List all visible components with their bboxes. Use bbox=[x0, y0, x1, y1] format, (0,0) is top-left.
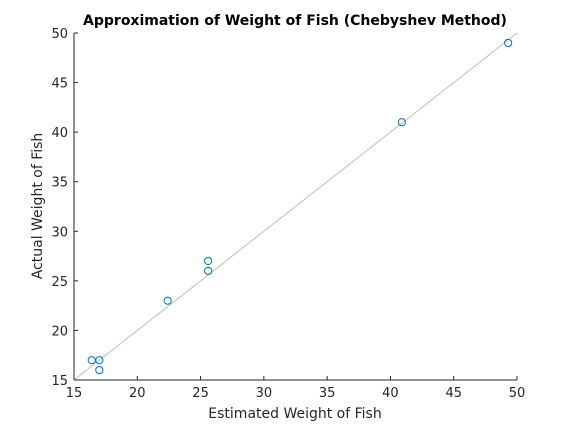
data-point-6 bbox=[397, 118, 406, 127]
y-tick-label-6: 45 bbox=[51, 77, 68, 92]
data-point-0 bbox=[87, 356, 96, 365]
data-point-1 bbox=[95, 356, 104, 365]
data-point-3 bbox=[163, 296, 172, 305]
x-tick-label-1: 20 bbox=[129, 386, 146, 401]
data-point-7 bbox=[504, 38, 513, 48]
y-axis-ticks: 15 20 25 30 35 40 45 50 bbox=[51, 27, 78, 389]
x-tick-label-4: 35 bbox=[319, 386, 336, 401]
y-tick-label-7: 50 bbox=[51, 27, 68, 42]
y-axis-label: Actual Weight of Fish bbox=[30, 133, 46, 280]
x-axis-label: Estimated Weight of Fish bbox=[208, 406, 381, 422]
x-tick-label-6: 45 bbox=[445, 386, 462, 401]
y-tick-label-5: 40 bbox=[51, 126, 68, 141]
y-tick-label-4: 35 bbox=[51, 176, 68, 191]
chart-title: Approximation of Weight of Fish (Chebysh… bbox=[83, 13, 507, 29]
data-point-2 bbox=[95, 365, 104, 375]
y-tick-label-2: 25 bbox=[51, 275, 68, 290]
x-tick-label-2: 25 bbox=[192, 386, 209, 401]
y-tick-label-1: 20 bbox=[51, 324, 68, 339]
reference-line bbox=[73, 32, 518, 381]
data-point-5 bbox=[204, 256, 213, 266]
x-tick-label-3: 30 bbox=[256, 386, 273, 401]
data-points-layer bbox=[87, 38, 513, 375]
x-tick-label-5: 40 bbox=[382, 386, 399, 401]
x-tick-label-7: 50 bbox=[509, 386, 526, 401]
y-tick-label-0: 15 bbox=[51, 374, 68, 389]
reference-line-layer bbox=[73, 32, 518, 381]
data-point-4 bbox=[204, 266, 213, 276]
x-axis-ticks: 15 20 25 30 35 40 45 50 bbox=[66, 376, 526, 401]
x-tick-label-0: 15 bbox=[66, 386, 83, 401]
axes-layer bbox=[73, 33, 517, 381]
y-tick-label-3: 30 bbox=[51, 225, 68, 240]
